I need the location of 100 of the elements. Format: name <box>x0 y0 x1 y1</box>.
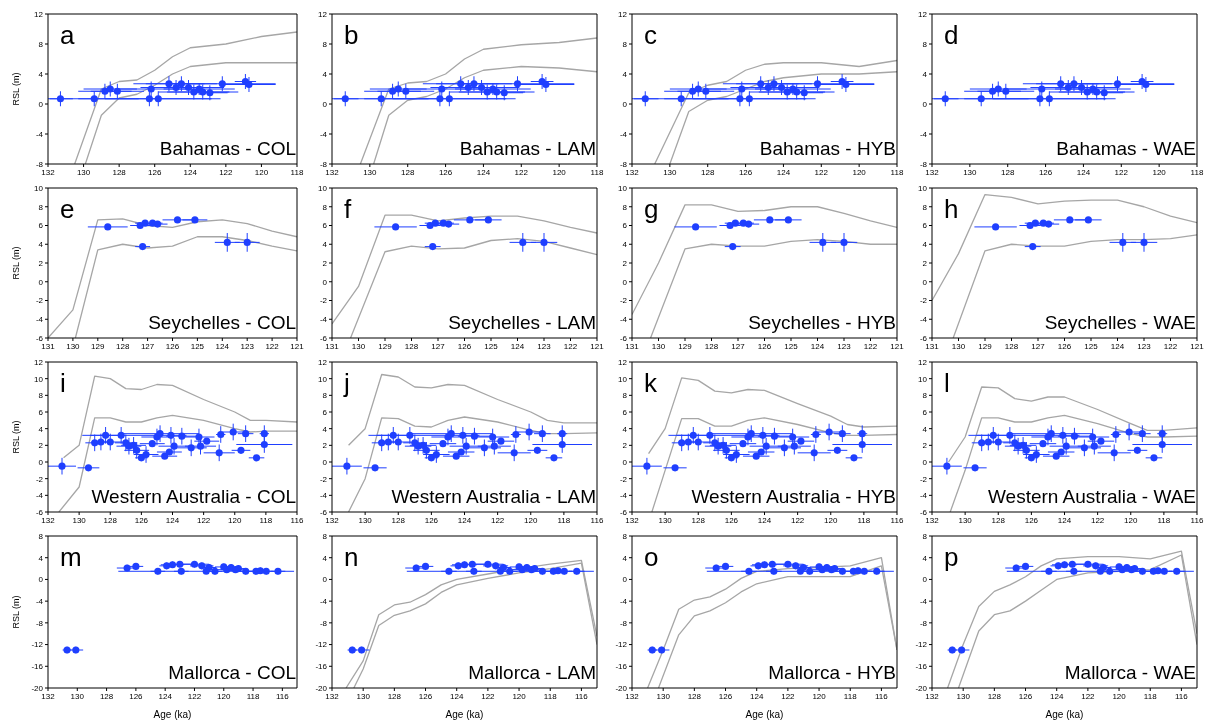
y-tick-label: 0 <box>622 575 628 585</box>
y-tick-label: 0 <box>922 457 928 467</box>
x-tick-label: 121 <box>590 341 605 351</box>
annotation: Bahamas - HYB <box>759 138 896 159</box>
y-tick-label: 12 <box>918 357 928 367</box>
x-tick-label: 132 <box>41 515 56 525</box>
x-tick-label: 122 <box>514 167 529 177</box>
y-tick-label: -4 <box>319 129 328 139</box>
y-tick-label: 10 <box>34 374 44 384</box>
y-tick-label: 2 <box>622 441 628 451</box>
y-tick-label: -4 <box>35 315 44 325</box>
x-axis-title: Age (ka) <box>445 709 484 720</box>
y-tick-label: 0 <box>322 277 328 287</box>
y-tick-label: -2 <box>35 296 44 306</box>
x-tick-label: 116 <box>875 691 889 701</box>
x-tick-label: 122 <box>1081 691 1096 701</box>
y-tick-label: -6 <box>919 507 928 517</box>
x-tick-label: 130 <box>651 341 666 351</box>
y-tick-label: -4 <box>919 129 928 139</box>
x-tick-label: 118 <box>290 167 304 177</box>
y-tick-label: 2 <box>322 441 328 451</box>
y-tick-label: -2 <box>319 296 328 306</box>
y-tick-label: 6 <box>322 221 328 231</box>
x-tick-label: 130 <box>66 341 81 351</box>
annotation: Western Australia - LAM <box>391 486 596 507</box>
y-tick-label: 8 <box>38 202 44 212</box>
annotation: Bahamas - LAM <box>459 138 596 159</box>
y-tick-label: 4 <box>622 424 628 434</box>
x-tick-label: 118 <box>843 691 858 701</box>
x-tick-label: 124 <box>1050 691 1064 701</box>
x-tick-label: 116 <box>290 515 304 525</box>
x-tick-label: 131 <box>625 341 640 351</box>
x-tick-label: 122 <box>196 515 211 525</box>
y-tick-label: 8 <box>622 531 628 541</box>
annotation: p <box>944 542 959 572</box>
y-tick-label: 4 <box>622 240 628 250</box>
y-tick-label: -4 <box>919 596 928 606</box>
y-tick-label: 0 <box>38 575 44 585</box>
x-tick-label: 120 <box>812 691 827 701</box>
x-tick-label: 122 <box>1090 515 1105 525</box>
y-axis-title: RSL (m) <box>11 72 22 106</box>
x-tick-label: 123 <box>240 341 255 351</box>
y-tick-label: -4 <box>619 596 628 606</box>
x-tick-label: 126 <box>1018 691 1033 701</box>
x-tick-label: 118 <box>1143 691 1158 701</box>
y-tick-label: 8 <box>922 39 928 49</box>
x-tick-label: 116 <box>1175 691 1189 701</box>
y-tick-label: 4 <box>322 424 328 434</box>
y-tick-label: 4 <box>322 69 328 79</box>
y-tick-label: 10 <box>918 183 928 193</box>
y-tick-label: -8 <box>619 618 628 628</box>
x-tick-label: 118 <box>857 515 871 525</box>
x-tick-label: 128 <box>404 341 419 351</box>
y-tick-label: 10 <box>918 374 928 384</box>
y-tick-label: -4 <box>35 129 44 139</box>
x-tick-label: 122 <box>563 341 578 351</box>
x-tick-label: 126 <box>424 515 439 525</box>
y-tick-label: 8 <box>38 39 44 49</box>
y-tick-label: 8 <box>622 202 628 212</box>
x-tick-label: 116 <box>890 515 904 525</box>
x-tick-label: 124 <box>457 515 472 525</box>
x-axis-title: Age (ka) <box>1045 709 1084 720</box>
x-tick-label: 128 <box>701 167 715 177</box>
y-tick-label: 8 <box>322 202 328 212</box>
annotation: b <box>344 20 359 50</box>
x-tick-label: 127 <box>731 341 746 351</box>
y-tick-label: 6 <box>922 221 928 231</box>
y-tick-label: 4 <box>622 69 628 79</box>
x-tick-label: 120 <box>552 167 567 177</box>
x-tick-label: 132 <box>925 167 940 177</box>
annotation: d <box>944 20 959 50</box>
y-tick-label: 4 <box>38 240 44 250</box>
y-tick-label: 0 <box>322 457 328 467</box>
y-tick-label: -20 <box>615 683 628 693</box>
x-tick-label: 127 <box>431 341 446 351</box>
x-tick-label: 122 <box>814 167 829 177</box>
y-tick-label: 8 <box>38 531 44 541</box>
x-tick-label: 128 <box>991 515 1006 525</box>
x-tick-label: 121 <box>890 341 905 351</box>
x-tick-label: 130 <box>656 691 671 701</box>
x-axis-title: Age (ka) <box>745 709 784 720</box>
annotation: i <box>60 368 66 398</box>
x-tick-label: 127 <box>140 341 155 351</box>
y-tick-label: 6 <box>622 407 628 417</box>
y-tick-label: 6 <box>922 407 928 417</box>
x-tick-label: 130 <box>958 515 973 525</box>
y-tick-label: 0 <box>622 99 628 109</box>
x-tick-label: 131 <box>925 341 940 351</box>
x-tick-label: 125 <box>190 341 205 351</box>
x-tick-label: 124 <box>158 691 173 701</box>
x-tick-label: 124 <box>1076 167 1091 177</box>
y-tick-label: -4 <box>619 315 628 325</box>
y-tick-label: -16 <box>315 662 328 672</box>
x-tick-label: 129 <box>978 341 993 351</box>
x-tick-label: 132 <box>41 167 56 177</box>
y-tick-label: -8 <box>319 618 328 628</box>
x-tick-label: 130 <box>663 167 678 177</box>
y-tick-label: 10 <box>618 183 628 193</box>
x-tick-label: 123 <box>537 341 552 351</box>
x-tick-label: 128 <box>116 341 130 351</box>
